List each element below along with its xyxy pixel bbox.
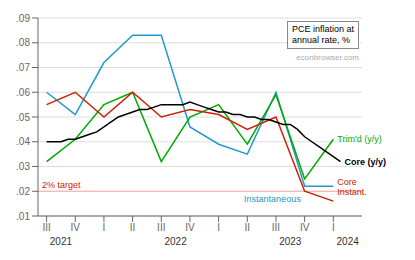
svg-text:.03: .03	[16, 161, 30, 172]
svg-text:2022: 2022	[165, 236, 188, 247]
svg-text:.06: .06	[16, 87, 30, 98]
svg-text:Trim'd (y/y): Trim'd (y/y)	[337, 134, 381, 144]
svg-text:CoreInstant.: CoreInstant.	[337, 177, 367, 197]
svg-text:.01: .01	[16, 211, 30, 222]
svg-text:.02: .02	[16, 186, 30, 197]
svg-text:.04: .04	[16, 136, 30, 147]
svg-text:2021: 2021	[50, 236, 73, 247]
svg-text:IV: IV	[185, 222, 195, 233]
svg-text:I: I	[103, 222, 106, 233]
svg-text:IV: IV	[300, 222, 310, 233]
html-text:econbrowser.com: econbrowser.com	[296, 53, 359, 62]
svg-text:I: I	[332, 222, 335, 233]
html-text:PCE inflation at annual rate,: PCE inflation at annual rate, %	[292, 24, 354, 45]
svg-text:II: II	[245, 222, 251, 233]
svg-text:Core (y/y): Core (y/y)	[344, 157, 386, 167]
svg-text:III: III	[272, 222, 280, 233]
svg-text:2% target: 2% target	[42, 180, 81, 190]
svg-text:.07: .07	[16, 62, 30, 73]
svg-text:Instantaneous: Instantaneous	[244, 194, 301, 204]
svg-text:2024: 2024	[337, 236, 360, 247]
svg-text:II: II	[130, 222, 136, 233]
svg-text:IV: IV	[71, 222, 81, 233]
svg-text:.09: .09	[16, 13, 30, 24]
svg-text:III: III	[157, 222, 165, 233]
svg-text:.05: .05	[16, 112, 30, 123]
svg-text:I: I	[217, 222, 220, 233]
svg-text:III: III	[42, 222, 50, 233]
svg-text:2023: 2023	[279, 236, 302, 247]
svg-text:.08: .08	[16, 37, 30, 48]
